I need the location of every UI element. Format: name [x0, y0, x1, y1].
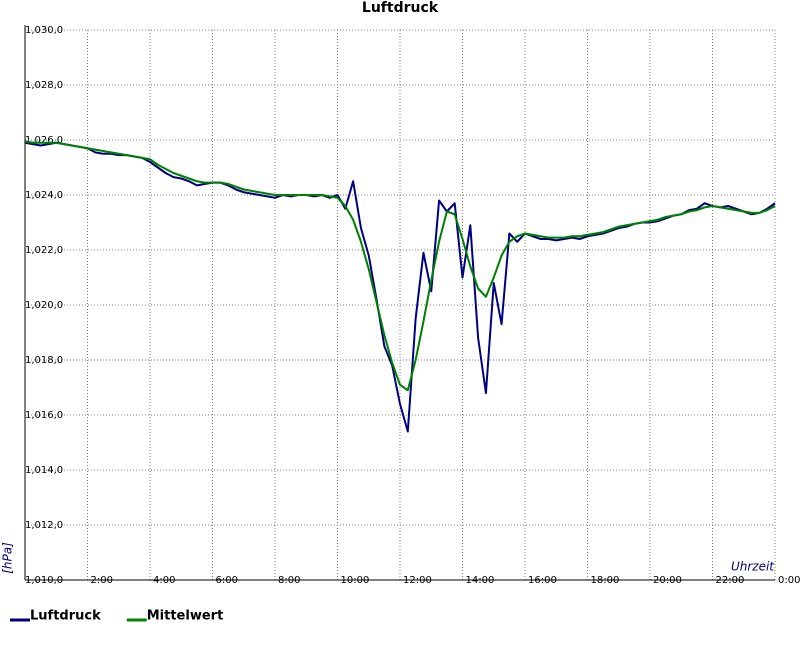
- y-tick-label: 1,016,0: [25, 410, 63, 421]
- y-tick-label: 1,028,0: [25, 80, 63, 91]
- y-axis-label: [hPa]: [1, 542, 15, 574]
- y-tick-label: 1,020,0: [25, 300, 63, 311]
- data-line: [24, 141, 776, 433]
- legend-label: Mittelwert: [147, 609, 224, 624]
- y-tick-label: 1,026,0: [25, 135, 63, 146]
- x-axis-label: Uhrzeit: [731, 560, 775, 574]
- y-tick-label: 1,024,0: [25, 190, 63, 201]
- legend-label: Luftdruck: [30, 609, 101, 624]
- y-tick-label: 1,030,0: [25, 25, 63, 36]
- chart-title: Luftdruck: [362, 0, 439, 16]
- data-line: [24, 140, 776, 392]
- y-tick-label: 1,022,0: [25, 245, 63, 256]
- x-tick-label: 0:00: [778, 575, 800, 586]
- y-tick-label: 1,012,0: [25, 520, 63, 531]
- y-tick-label: 1,014,0: [25, 465, 63, 476]
- y-tick-label: 1,018,0: [25, 355, 63, 366]
